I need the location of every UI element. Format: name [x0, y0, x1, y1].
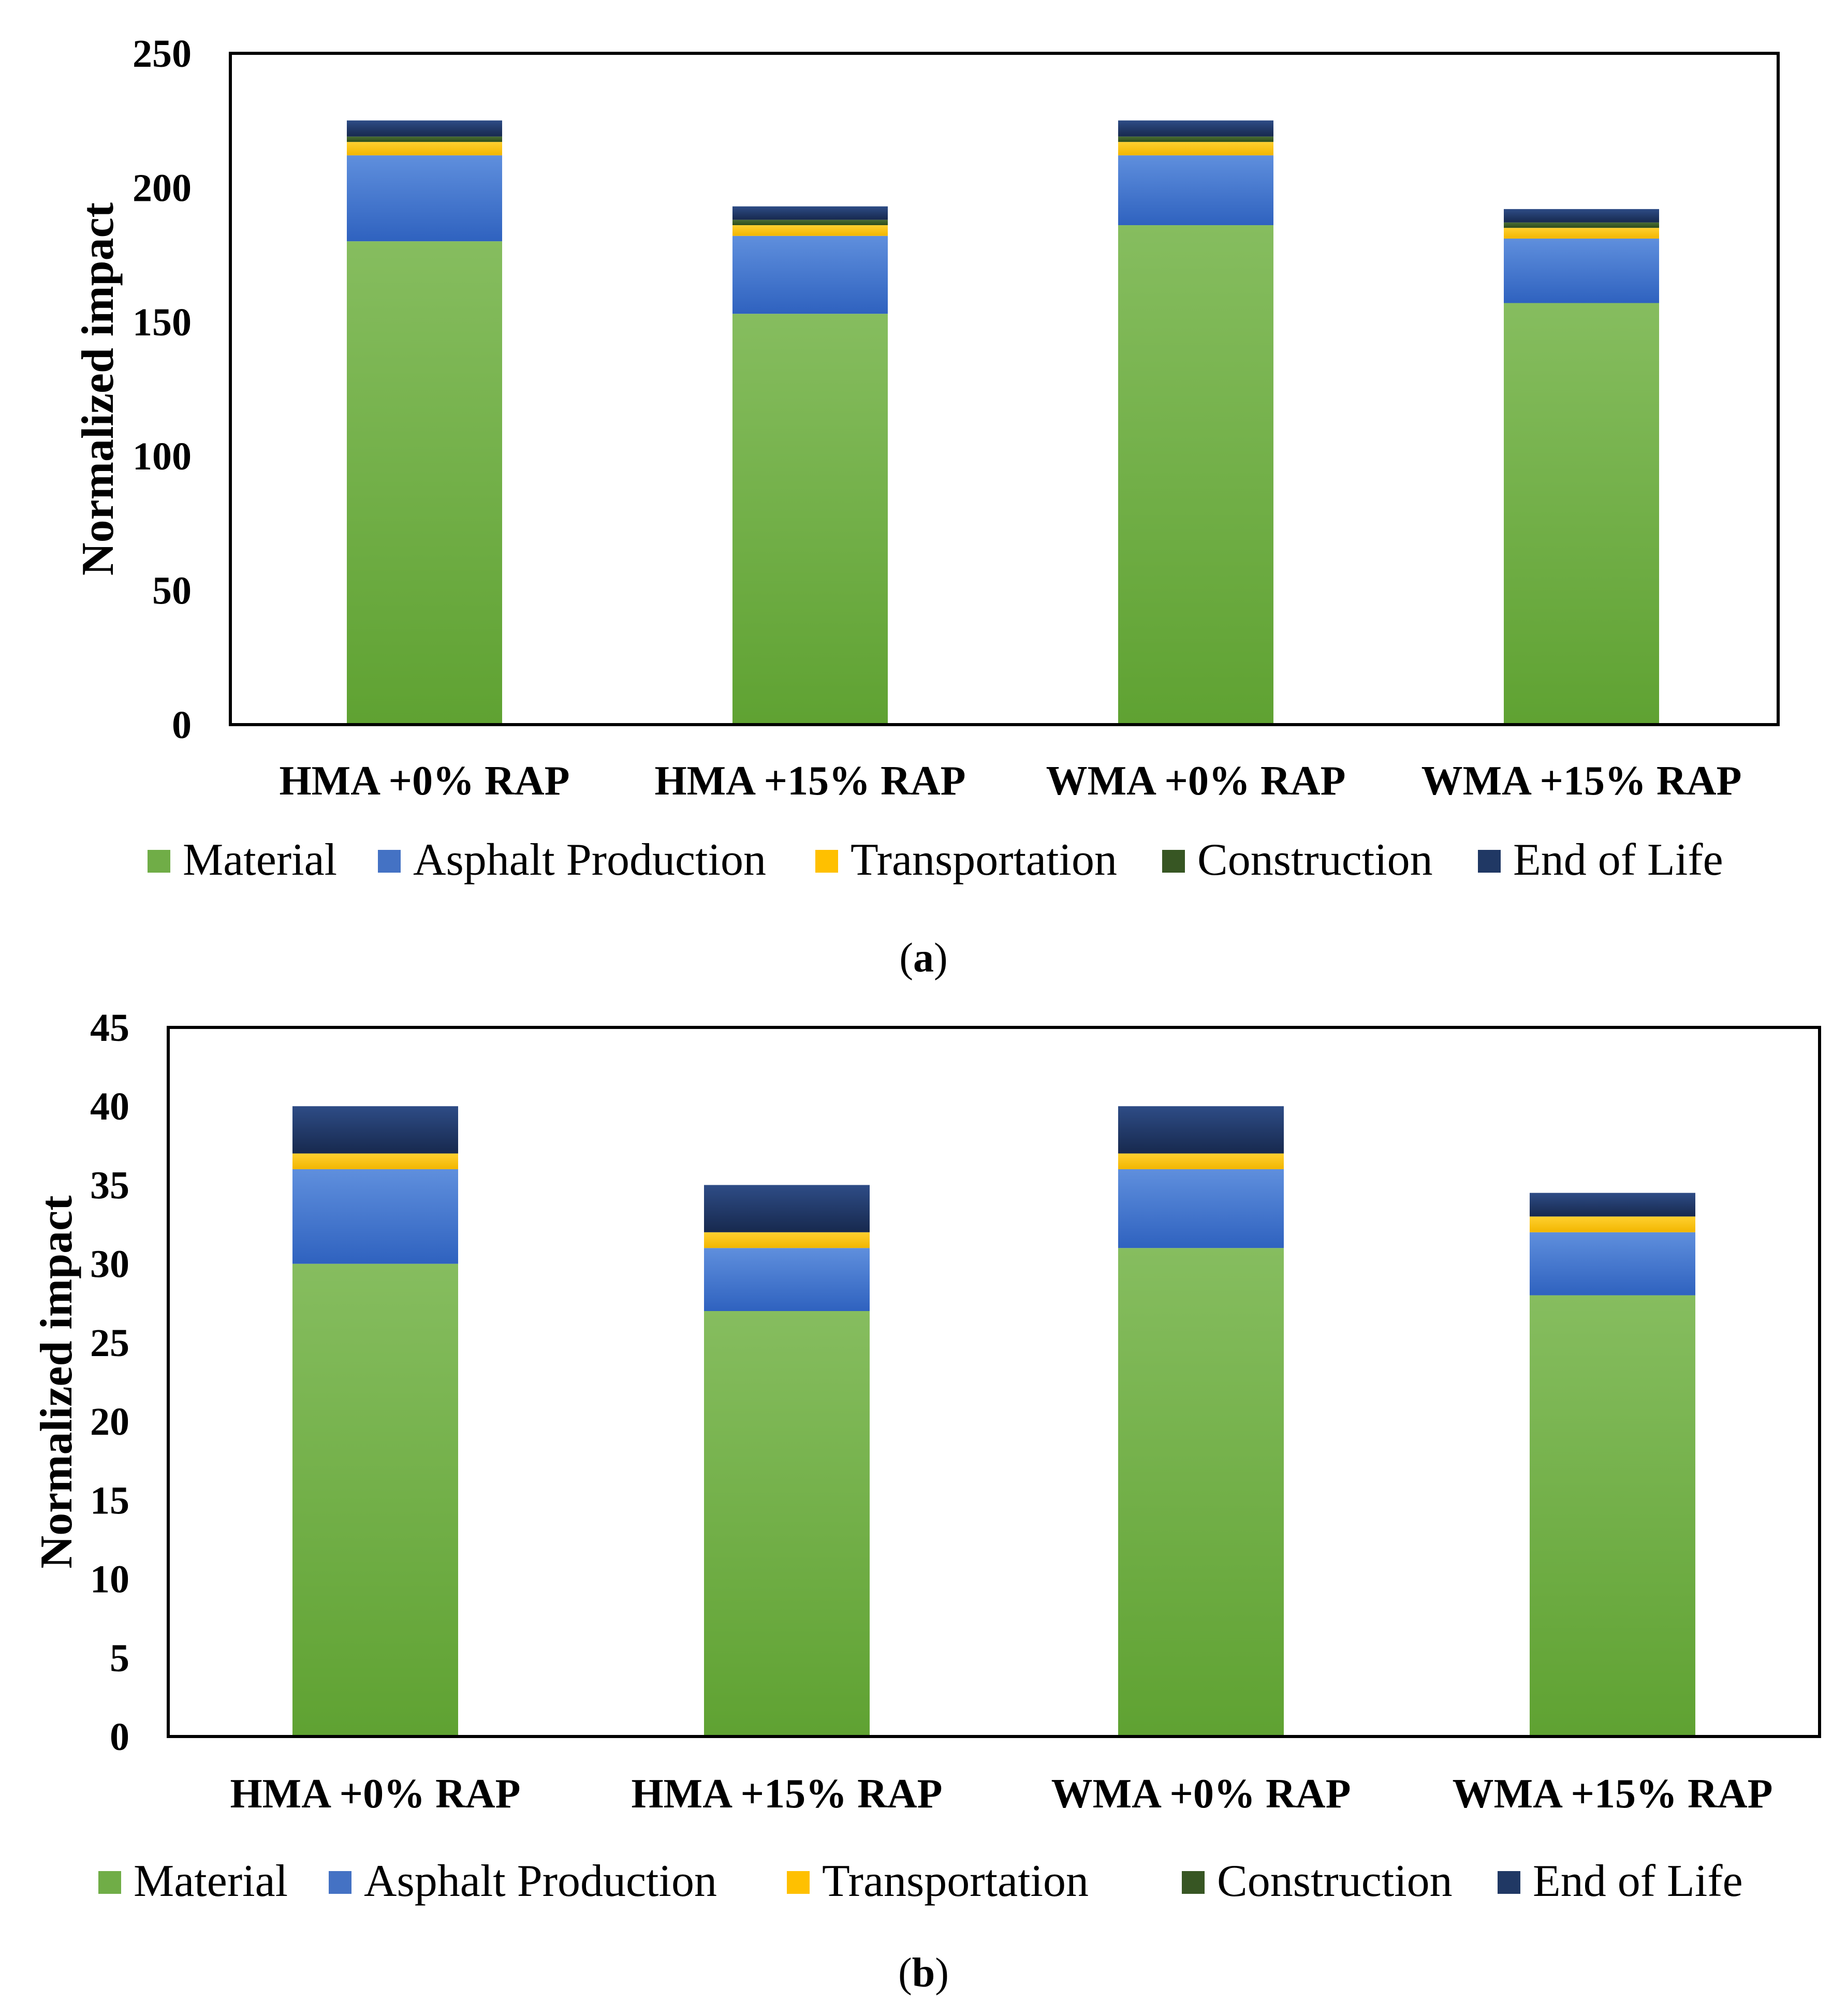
legend-label: Transportation — [822, 1856, 1089, 1906]
legend-label: Construction — [1197, 835, 1433, 885]
bar-construction-0 — [347, 136, 502, 142]
legend-label: Asphalt Production — [364, 1856, 717, 1906]
bar-end-of-life-1 — [704, 1185, 870, 1232]
y-tick-label: 30 — [90, 1243, 129, 1286]
bar-asphalt-production-2 — [1118, 155, 1273, 226]
bar-material-2 — [1118, 1248, 1284, 1737]
x-tick-label: WMA +0% RAP — [1046, 758, 1346, 804]
x-tick-label: HMA +0% RAP — [230, 1771, 520, 1817]
panel-caption: (b) — [898, 1950, 949, 1996]
bar-asphalt-production-1 — [704, 1248, 870, 1311]
legend-swatch-end-of-life — [1478, 850, 1501, 873]
y-tick-label: 20 — [90, 1400, 129, 1444]
y-tick-label: 150 — [133, 301, 192, 344]
y-tick-label: 40 — [90, 1085, 129, 1128]
y-tick-label: 35 — [90, 1164, 129, 1207]
x-tick-label: HMA +15% RAP — [631, 1771, 942, 1817]
y-tick-label: 0 — [110, 1715, 129, 1759]
bar-transportation-3 — [1504, 228, 1659, 239]
bar-asphalt-production-1 — [732, 236, 888, 314]
legend-label: Material — [183, 835, 337, 885]
y-tick-label: 250 — [133, 32, 192, 76]
bar-construction-2 — [1118, 136, 1273, 142]
legend-label: Material — [134, 1856, 288, 1906]
bar-end-of-life-0 — [347, 120, 502, 137]
bar-asphalt-production-0 — [292, 1169, 458, 1264]
x-tick-label: WMA +15% RAP — [1453, 1771, 1773, 1817]
y-axis-label: Normalized impact — [73, 202, 123, 576]
bar-end-of-life-2 — [1118, 120, 1273, 137]
bar-construction-1 — [732, 219, 888, 226]
bar-transportation-0 — [347, 142, 502, 156]
panel-caption: (a) — [899, 935, 947, 981]
y-tick-label: 200 — [133, 166, 192, 210]
bar-end-of-life-2 — [1118, 1106, 1284, 1154]
legend-swatch-material — [148, 850, 170, 873]
bar-transportation-0 — [292, 1153, 458, 1169]
bar-material-1 — [732, 314, 888, 725]
y-tick-label: 45 — [90, 1006, 129, 1050]
y-tick-label: 10 — [90, 1558, 129, 1601]
legend-swatch-asphalt-production — [329, 1871, 351, 1894]
legend-swatch-end-of-life — [1498, 1871, 1520, 1894]
bar-asphalt-production-3 — [1530, 1232, 1695, 1296]
legend-swatch-material — [98, 1871, 121, 1894]
bar-transportation-2 — [1118, 1153, 1284, 1169]
bar-material-1 — [704, 1311, 870, 1737]
bar-material-0 — [292, 1263, 458, 1737]
bar-transportation-2 — [1118, 142, 1273, 156]
legend-swatch-transportation — [815, 850, 838, 873]
bar-asphalt-production-3 — [1504, 238, 1659, 303]
bar-end-of-life-1 — [732, 206, 888, 220]
y-tick-label: 100 — [133, 435, 192, 478]
bar-end-of-life-3 — [1530, 1193, 1695, 1217]
x-tick-label: WMA +15% RAP — [1421, 758, 1742, 804]
y-tick-label: 50 — [152, 569, 192, 613]
bar-transportation-1 — [732, 225, 888, 236]
bar-asphalt-production-2 — [1118, 1169, 1284, 1248]
x-tick-label: HMA +0% RAP — [279, 758, 569, 804]
x-tick-label: HMA +15% RAP — [654, 758, 965, 804]
bar-transportation-1 — [704, 1232, 870, 1248]
legend-label: Asphalt Production — [413, 835, 766, 885]
bar-end-of-life-0 — [292, 1106, 458, 1154]
bar-construction-3 — [1504, 222, 1659, 228]
y-tick-label: 25 — [90, 1321, 129, 1365]
plot-area — [229, 52, 1780, 726]
legend-label: End of Life — [1513, 835, 1723, 885]
legend-swatch-asphalt-production — [378, 850, 401, 873]
bar-material-3 — [1504, 303, 1659, 725]
legend-swatch-transportation — [787, 1871, 810, 1894]
bar-material-2 — [1118, 225, 1273, 725]
bar-material-0 — [347, 241, 502, 725]
x-tick-label: WMA +0% RAP — [1051, 1771, 1351, 1817]
bar-asphalt-production-0 — [347, 155, 502, 242]
chart-panel-b: 0 5 10 15 20 25 30 35 40 45 HMA +0% RAP HMA +15% RA… — [32, 1006, 1821, 1996]
bar-end-of-life-3 — [1504, 209, 1659, 223]
y-tick-label: 5 — [110, 1637, 129, 1680]
legend-label: Transportation — [851, 835, 1117, 885]
y-tick-label: 15 — [90, 1479, 129, 1522]
bar-transportation-3 — [1530, 1216, 1695, 1232]
chart-panel-a: 0 50 100 150 200 250 HMA +0% RAP HMA +15% RAP WM… — [73, 32, 1780, 981]
bar-material-3 — [1530, 1295, 1695, 1737]
y-axis-label: Normalized impact — [32, 1196, 82, 1569]
y-tick-label: 0 — [172, 703, 192, 747]
plot-area — [167, 1026, 1821, 1738]
legend-swatch-construction — [1182, 1871, 1205, 1894]
legend-label: Construction — [1217, 1856, 1453, 1906]
legend-swatch-construction — [1162, 850, 1185, 873]
legend-label: End of Life — [1533, 1856, 1743, 1906]
